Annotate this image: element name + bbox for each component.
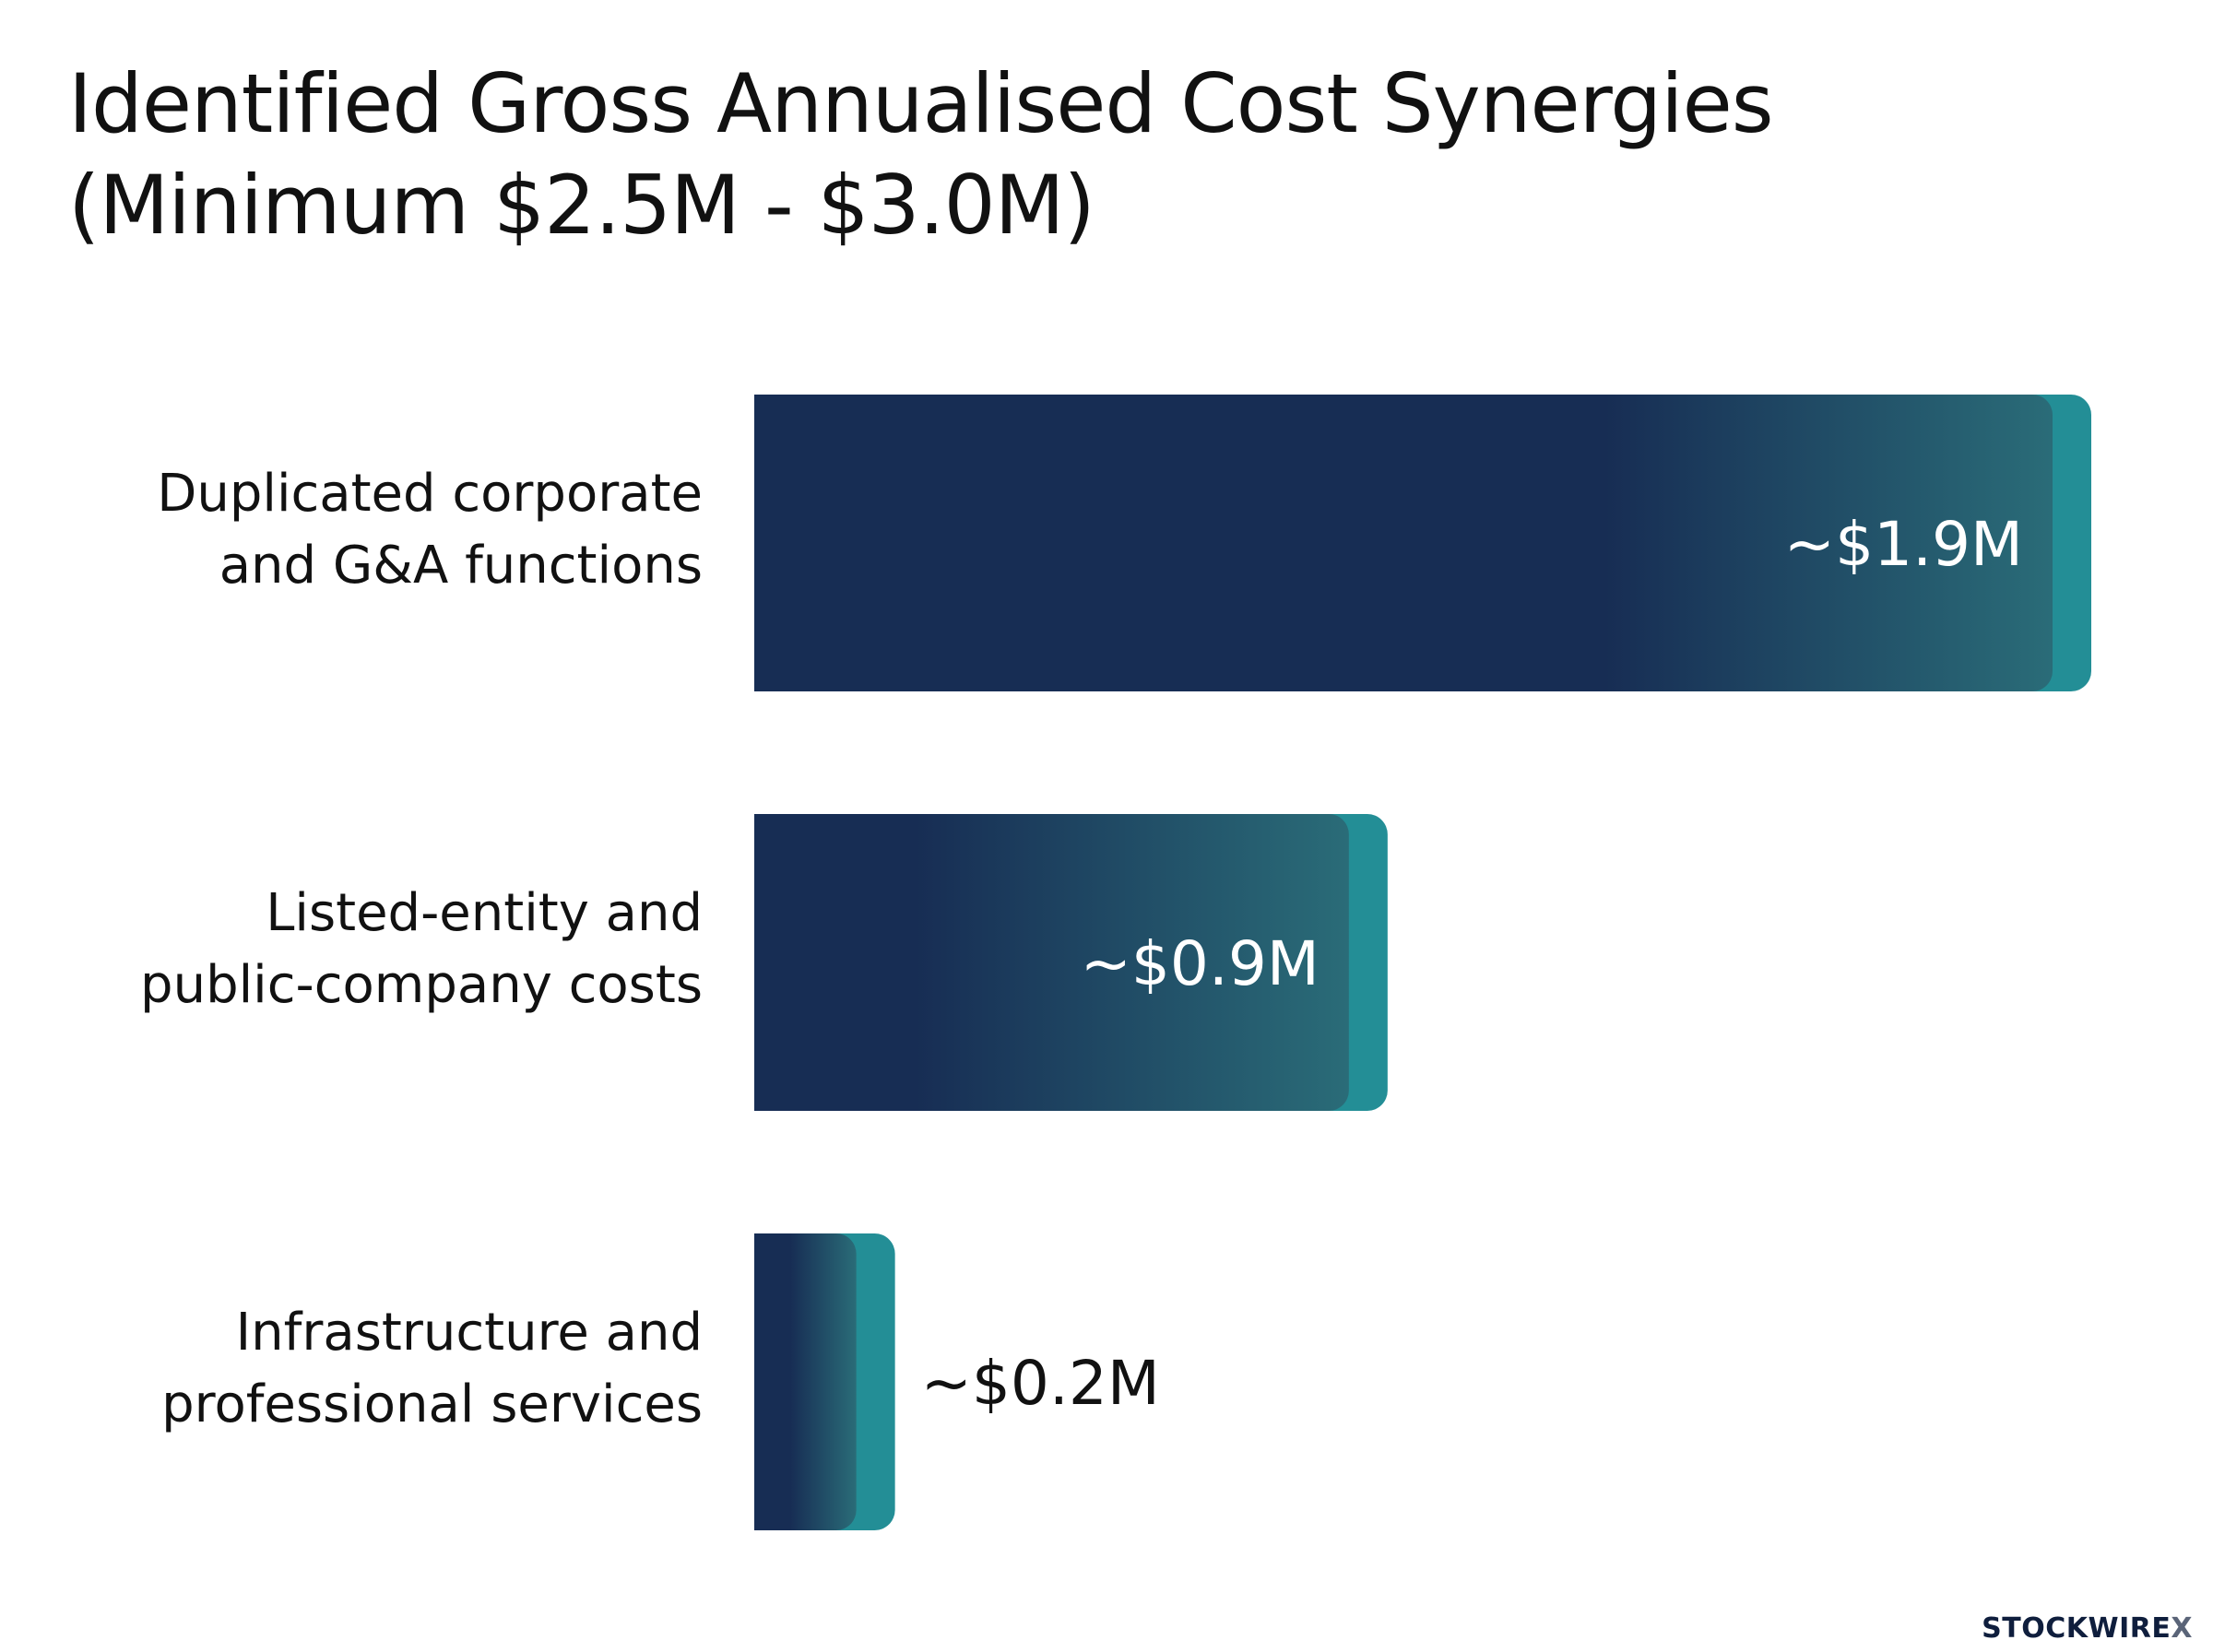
bar-row: Infrastructure and professional services ~… — [161, 1233, 1160, 1530]
category-label: public-company costs — [140, 955, 703, 1015]
bars-group: Duplicated corporate and G&A functions ~$1… — [140, 395, 2091, 1530]
bar — [754, 814, 1349, 1111]
value-label: ~$0.9M — [1081, 928, 1320, 999]
value-label: ~$1.9M — [1784, 509, 2023, 580]
bar-body-edge — [754, 1233, 791, 1530]
bar-row: Listed-entity and public-company costs ~$0… — [140, 814, 1388, 1111]
category-label: Listed-entity and — [266, 883, 703, 943]
chart-title-line: Identified Gross Annualised Cost Synergi… — [68, 56, 1774, 151]
bar-row: Duplicated corporate and G&A functions ~$1… — [157, 395, 2091, 691]
chart-title: Identified Gross Annualised Cost Synergi… — [68, 53, 2143, 256]
bar — [754, 395, 2053, 691]
brand-mark-icon: X — [2171, 1612, 2193, 1645]
category-label: Infrastructure and — [236, 1303, 703, 1363]
brand-name: STOCKWIRE — [1982, 1612, 2172, 1645]
brand-logo: STOCKWIREX — [1982, 1612, 2193, 1645]
bar-body-edge — [754, 814, 791, 1111]
category-label: Duplicated corporate — [157, 464, 703, 524]
category-label: professional services — [161, 1375, 703, 1434]
value-label: ~$0.2M — [921, 1348, 1160, 1419]
bar-body-edge — [754, 395, 791, 691]
category-label: and G&A functions — [219, 536, 703, 596]
chart-subtitle: (Minimum $2.5M - $3.0M) — [68, 158, 1095, 253]
